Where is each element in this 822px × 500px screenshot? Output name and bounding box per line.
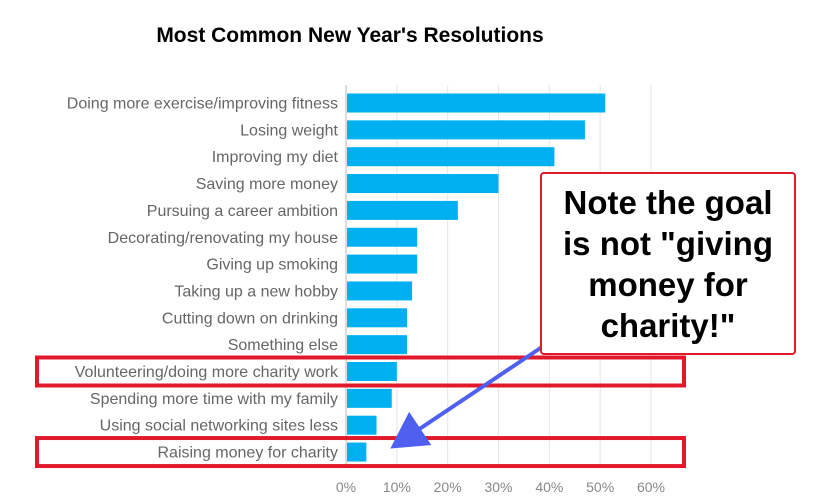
category-label: Losing weight	[240, 122, 338, 139]
x-axis-ticks: 0% 10% 20% 30% 40% 50% 60%	[336, 479, 665, 495]
bars	[347, 93, 606, 462]
category-label: Giving up smoking	[206, 257, 338, 274]
x-tick-label: 40%	[535, 479, 563, 495]
category-label: Spending more time with my family	[90, 391, 338, 408]
bar	[347, 174, 499, 194]
bar	[347, 254, 418, 274]
bar	[347, 200, 458, 220]
x-tick-label: 0%	[336, 479, 356, 495]
x-tick-label: 60%	[637, 479, 665, 495]
category-label: Volunteering/doing more charity work	[75, 364, 339, 381]
category-label: Doing more exercise/improving fitness	[67, 96, 338, 113]
bar	[347, 415, 377, 435]
x-tick-label: 10%	[383, 479, 411, 495]
category-label: Improving my diet	[212, 149, 339, 166]
bar	[347, 281, 413, 301]
callout-arrow	[390, 343, 547, 449]
category-label: Decorating/renovating my house	[108, 230, 338, 247]
bar	[347, 227, 418, 247]
category-labels: Doing more exercise/improving fitness Los…	[67, 96, 339, 462]
bar	[347, 308, 407, 328]
bar	[347, 362, 397, 381]
x-tick-label: 50%	[586, 479, 614, 495]
highlight-box	[35, 436, 686, 469]
bar	[347, 93, 606, 113]
highlight-boxes	[35, 355, 686, 469]
category-label: Using social networking sites less	[100, 418, 338, 435]
category-label: Saving more money	[196, 176, 338, 193]
annotation-callout: Note the goal is not "giving money for c…	[540, 172, 796, 355]
bar	[347, 335, 407, 355]
category-label: Raising money for charity	[157, 445, 338, 462]
bar	[347, 442, 367, 462]
category-label: Taking up a new hobby	[174, 283, 338, 300]
category-label: Pursuing a career ambition	[147, 203, 338, 220]
highlight-box	[35, 355, 686, 388]
chart-title: Most Common New Year's Resolutions	[156, 24, 543, 47]
bar	[347, 388, 392, 408]
bar	[347, 120, 585, 140]
x-tick-label: 30%	[484, 479, 512, 495]
bar	[347, 147, 555, 167]
category-label: Cutting down on drinking	[162, 310, 338, 327]
category-label: Something else	[228, 337, 338, 354]
x-tick-label: 20%	[434, 479, 462, 495]
